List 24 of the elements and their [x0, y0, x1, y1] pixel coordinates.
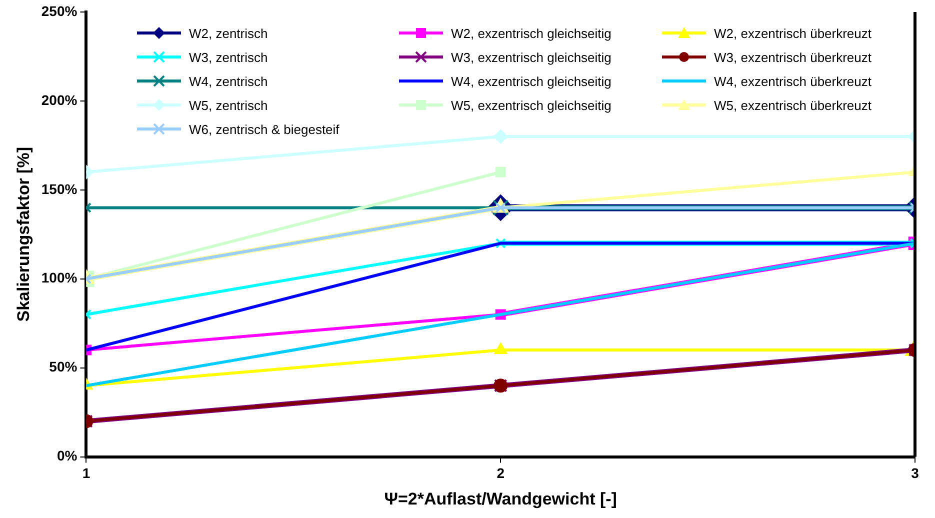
y-tick-label: 0% — [56, 448, 78, 464]
y-tick-label: 250% — [41, 2, 78, 19]
y-tick-label: 200% — [41, 92, 78, 108]
x-tick-label: 1 — [82, 465, 90, 482]
legend-label: W5, exzentrisch überkreuzt — [714, 98, 872, 112]
x-tick-label: 2 — [496, 465, 505, 482]
legend-label: W3, zentrisch — [189, 50, 268, 64]
y-tick-label: 50% — [49, 358, 78, 375]
legend-label: W3, exzentrisch gleichseitig — [451, 50, 612, 64]
legend-label: W4, exzentrisch überkreuzt — [714, 74, 872, 88]
x-tick-label: 3 — [911, 465, 920, 482]
legend-label: W5, zentrisch — [189, 98, 268, 112]
legend-label: W2, exzentrisch überkreuzt — [714, 26, 872, 40]
legend-label: W2, zentrisch — [189, 26, 268, 40]
legend-label: W2, exzentrisch gleichseitig — [451, 26, 612, 40]
legend-label: W5, exzentrisch gleichseitig — [451, 98, 612, 112]
y-tick-label: 150% — [41, 180, 78, 197]
legend-label: W4, exzentrisch gleichseitig — [451, 74, 612, 88]
legend-label: W6, zentrisch & biegesteif — [189, 122, 340, 136]
y-tick-label: 100% — [41, 270, 78, 286]
y-axis-title: Skalierungsfaktor [%] — [14, 147, 33, 322]
legend-label: W3, exzentrisch überkreuzt — [714, 50, 872, 64]
legend-label: W4, zentrisch — [189, 74, 268, 88]
x-axis-title: Ψ=2*Auflast/Wandgewicht [-] — [384, 489, 617, 508]
